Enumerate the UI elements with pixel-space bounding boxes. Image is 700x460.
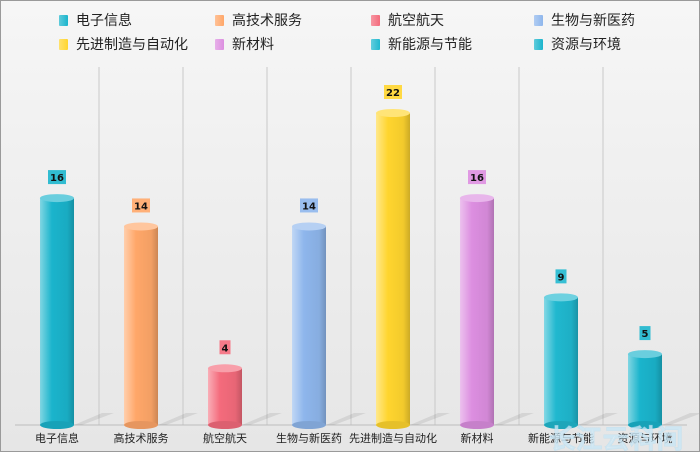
- legend-item[interactable]: 高技术服务: [215, 9, 371, 31]
- data-label-box: [639, 326, 651, 341]
- bar-series: 16 14 4 14 22 16 9 5: [40, 85, 699, 429]
- bar-body: [376, 113, 410, 425]
- bar-4: 14: [292, 198, 366, 429]
- data-label: 14: [134, 201, 148, 212]
- bar-base: [124, 421, 158, 429]
- bar-6: 16: [460, 170, 534, 429]
- legend-item[interactable]: 航空航天: [371, 9, 534, 31]
- bar-body: [292, 226, 326, 425]
- bar-body: [40, 198, 74, 425]
- bar-shadow: [410, 413, 450, 425]
- legend-label: 资源与环境: [551, 37, 621, 53]
- legend-swatch: [59, 38, 68, 50]
- legend-swatch: [59, 14, 68, 26]
- legend-item[interactable]: 新材料: [215, 33, 371, 55]
- watermark-text: 长江云科间: [548, 425, 685, 452]
- category-label: 先进制造与自动化: [349, 431, 437, 445]
- bar-base: [40, 421, 74, 429]
- bar-cap: [544, 293, 578, 302]
- legend-swatch: [534, 38, 543, 50]
- bar-base: [208, 421, 242, 429]
- bar-body: [124, 226, 158, 425]
- bar-shadow: [158, 413, 198, 425]
- legend-swatch: [534, 14, 543, 26]
- category-label: 新材料: [461, 431, 494, 445]
- category-label: 航空航天: [203, 431, 247, 445]
- data-label: 16: [50, 173, 64, 184]
- legend-swatch: [215, 14, 224, 26]
- legend-label: 先进制造与自动化: [76, 37, 188, 53]
- data-label: 16: [470, 173, 484, 184]
- bar-base: [376, 421, 410, 429]
- legend-label: 航空航天: [388, 13, 444, 29]
- legend-label: 新材料: [232, 37, 274, 53]
- data-label-box: [132, 198, 150, 213]
- data-label: 14: [302, 201, 316, 212]
- category-label: 高技术服务: [114, 431, 169, 445]
- legend-item[interactable]: 资源与环境: [534, 33, 699, 55]
- category-label: 资源与环境: [618, 431, 673, 445]
- data-label-box: [219, 340, 231, 355]
- bar-shadow: [326, 413, 366, 425]
- bar-5: 22: [376, 85, 450, 429]
- legend-label: 电子信息: [76, 13, 132, 29]
- bar-1: 16: [40, 170, 114, 429]
- data-label: 22: [386, 88, 400, 99]
- category-axis: 电子信息 高技术服务 航空航天 生物与新医药 先进制造与自动化 新材料 新能源与节能 资源与环…: [35, 431, 673, 445]
- legend-item[interactable]: 生物与新医药: [534, 9, 699, 31]
- bar-2: 14: [124, 198, 198, 429]
- bar-shadow: [578, 413, 618, 425]
- bar-cap: [40, 194, 74, 203]
- data-label-box: [300, 198, 318, 213]
- legend-item[interactable]: 电子信息: [59, 9, 215, 31]
- bar-shadow: [242, 413, 282, 425]
- bar-cap: [628, 350, 662, 359]
- bar-base: [460, 421, 494, 429]
- bar-body: [460, 198, 494, 425]
- bar-base: [544, 421, 578, 429]
- legend-label: 生物与新医药: [551, 13, 635, 29]
- plot-area: 16 14 4 14 22 16 9 5 电子信息 高技术服务 航空航天 生物与新医药 先进制造与自动…: [15, 67, 699, 445]
- data-label: 4: [222, 343, 229, 354]
- category-label: 电子信息: [35, 431, 79, 445]
- legend-swatch: [371, 38, 380, 50]
- legend-label: 新能源与节能: [388, 37, 472, 53]
- data-label: 5: [642, 329, 649, 340]
- legend-swatch: [215, 38, 224, 50]
- bar-shadow: [74, 413, 114, 425]
- legend-item[interactable]: 新能源与节能: [371, 33, 534, 55]
- bar-cap: [208, 364, 242, 373]
- legend-item[interactable]: 先进制造与自动化: [59, 33, 215, 55]
- category-label: 生物与新医药: [276, 431, 342, 445]
- data-label-box: [384, 85, 402, 99]
- bar-cap: [124, 222, 158, 231]
- category-label: 新能源与节能: [528, 431, 594, 445]
- bar-8: 5: [628, 326, 699, 429]
- bar-7: 9: [544, 269, 618, 429]
- category-grid: [15, 67, 687, 426]
- bar-shadow: [662, 413, 699, 425]
- data-label-box: [48, 170, 66, 185]
- bar-cap: [460, 194, 494, 203]
- bar-cap: [292, 222, 326, 231]
- bar-cap: [376, 109, 410, 117]
- data-label-box: [468, 170, 486, 185]
- data-label-box: [555, 269, 567, 284]
- bar-body: [628, 354, 662, 425]
- legend-label: 高技术服务: [232, 13, 302, 29]
- legend-swatch: [371, 14, 380, 26]
- bar-base: [628, 421, 662, 429]
- bar-shadow: [494, 413, 534, 425]
- bar-base: [292, 421, 326, 429]
- data-label: 9: [558, 272, 565, 283]
- bar-3: 4: [208, 340, 282, 429]
- legend: 电子信息 高技术服务 航空航天 生物与新医药先进制造与自动化 新材料 新能源与节能 资源与环…: [59, 9, 699, 55]
- bar-body: [544, 297, 578, 425]
- bar-body: [208, 368, 242, 425]
